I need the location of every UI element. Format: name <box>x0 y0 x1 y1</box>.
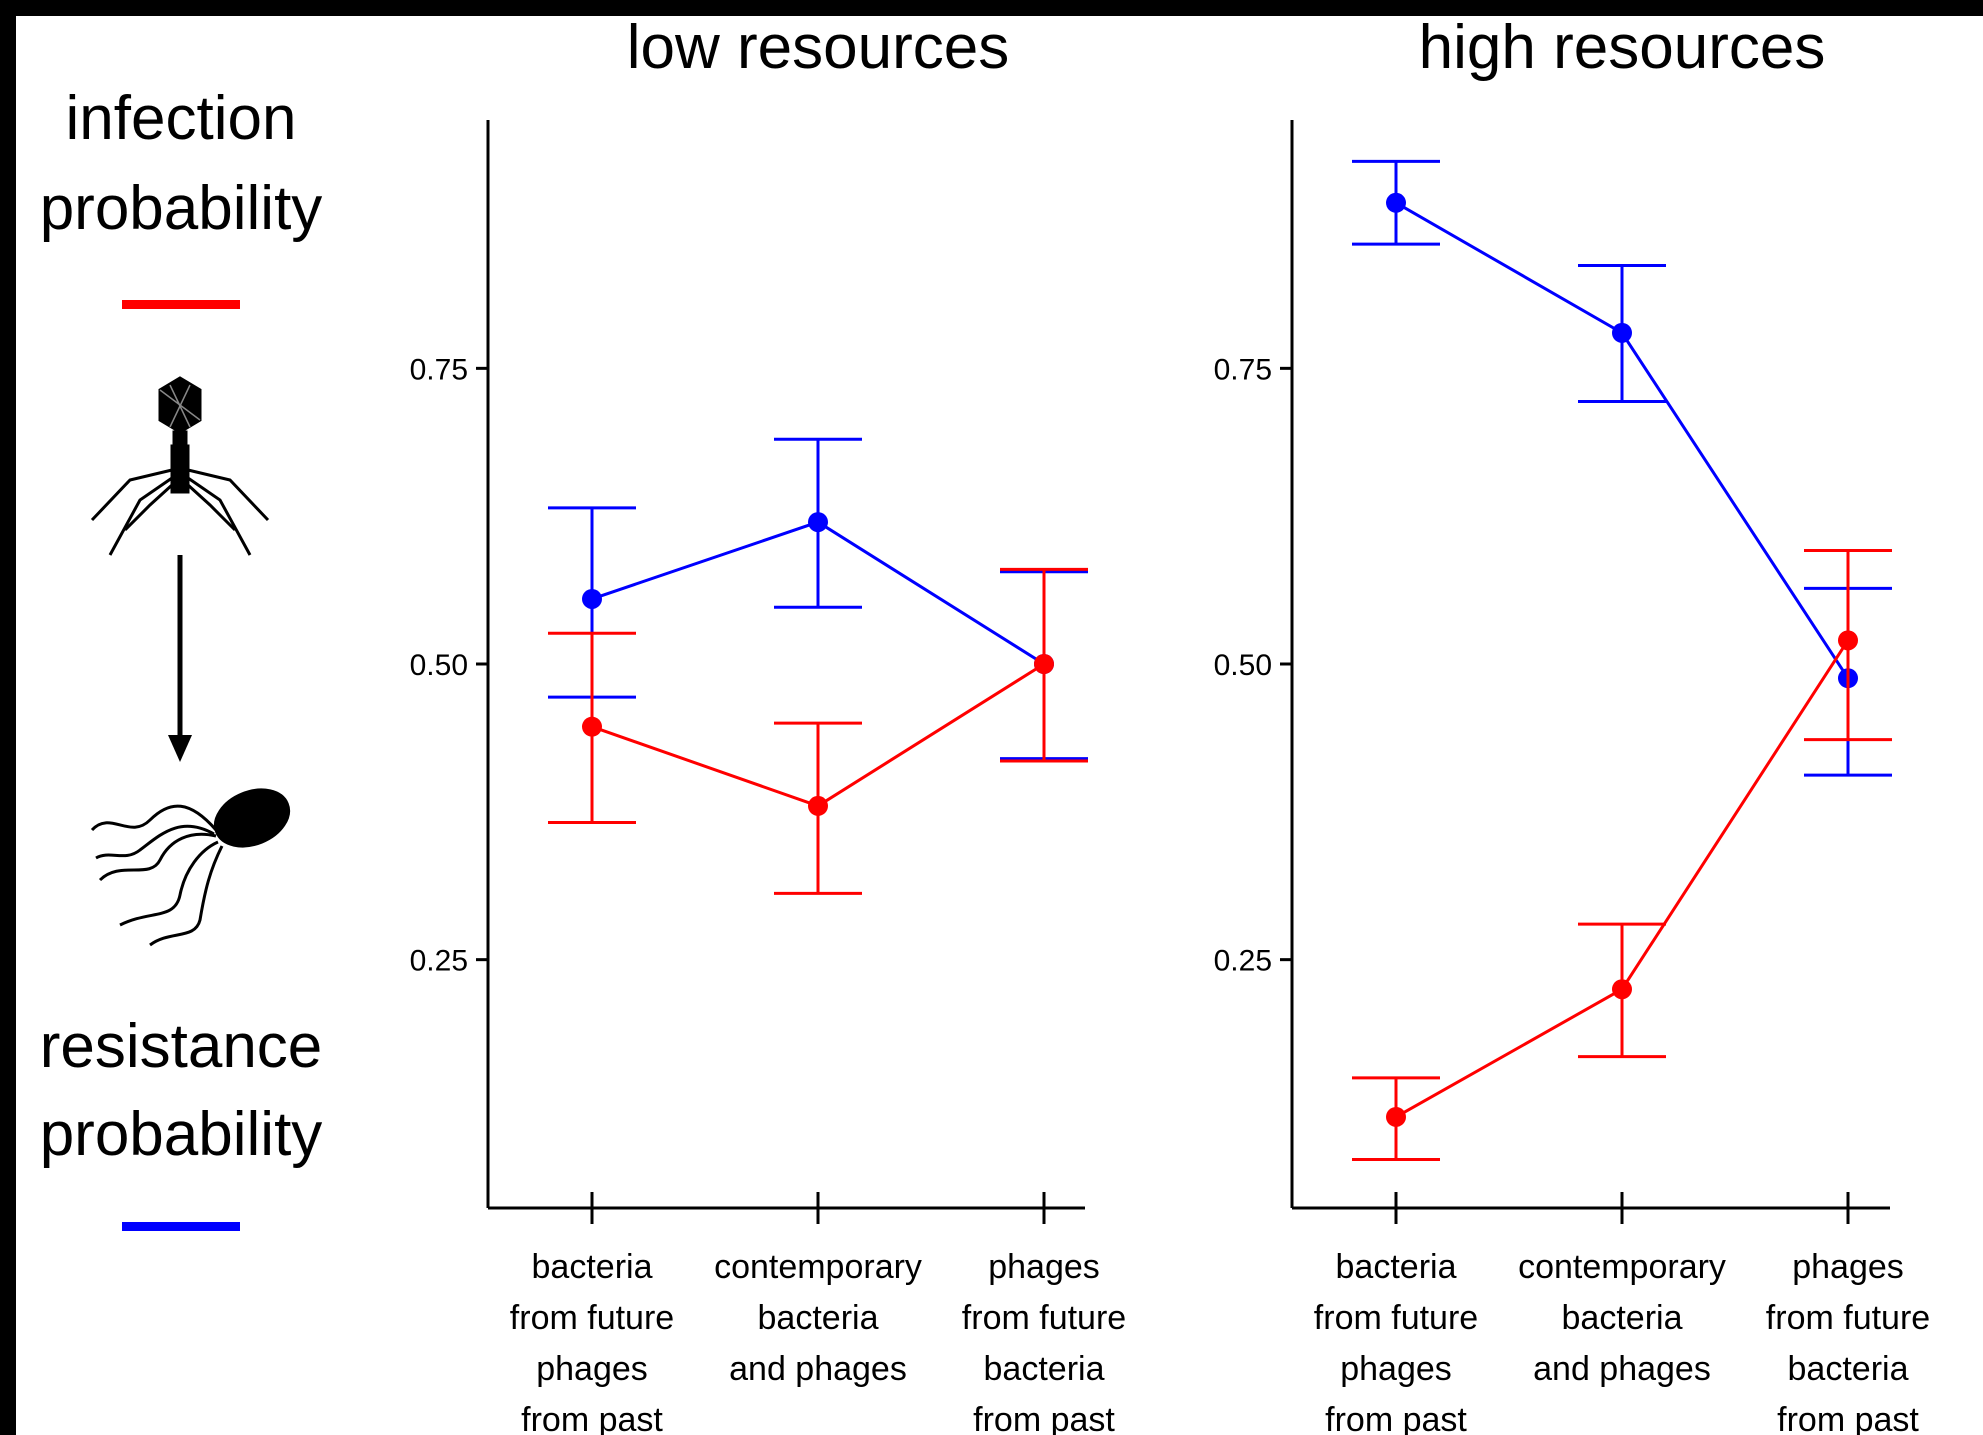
category-label-line: phages <box>1340 1350 1452 1388</box>
resistance-series <box>1352 159 1892 777</box>
resistance-legend-line <box>122 1222 240 1231</box>
category-label-line: bacteria <box>758 1299 879 1337</box>
top-border <box>0 0 1983 16</box>
category-label-line: contemporary <box>1518 1248 1726 1286</box>
category-label-line: bacteria <box>1788 1350 1909 1388</box>
y-tick-label: 0.25 <box>1214 945 1272 978</box>
data-point <box>1386 1106 1406 1127</box>
data-point <box>1838 630 1858 651</box>
category-label-line: contemporary <box>714 1248 922 1286</box>
category-label-line: from past <box>1777 1401 1919 1435</box>
data-point <box>1612 979 1632 1000</box>
data-point <box>582 588 602 609</box>
y-tick-label: 0.25 <box>410 945 468 978</box>
data-point <box>808 795 828 816</box>
phage-icon <box>90 376 270 556</box>
data-point <box>582 716 602 737</box>
resistance-label-line2: probability <box>39 1100 323 1169</box>
down-arrow-icon <box>168 555 192 762</box>
data-point <box>1612 322 1632 343</box>
category-label: bacteria from future phages from past <box>1314 1248 1478 1435</box>
category-label-line: from future <box>1314 1299 1478 1337</box>
panel-low-resources: low resources 0.25 0.50 0.75 bacteria from fu… <box>410 13 1127 1435</box>
category-label: bacteria from future phages from past <box>510 1248 674 1435</box>
data-point <box>1034 654 1054 674</box>
panel-title: low resources <box>627 13 1009 82</box>
category-label-line: and phages <box>729 1350 907 1388</box>
category-label-line: bacteria <box>1336 1248 1457 1286</box>
category-label-line: from future <box>510 1299 674 1337</box>
category-label-line: bacteria <box>984 1350 1105 1388</box>
category-label: phages from future bacteria from past <box>962 1248 1126 1435</box>
infection-series <box>1352 548 1892 1162</box>
category-label: phages from future bacteria from past <box>1766 1248 1930 1435</box>
data-point <box>1386 192 1406 213</box>
category-label-line: phages <box>1792 1248 1904 1286</box>
category-label-line: phages <box>988 1248 1100 1286</box>
left-border <box>0 0 16 1435</box>
category-label-line: from future <box>1766 1299 1930 1337</box>
category-label-line: from past <box>521 1401 663 1435</box>
infection-series <box>548 567 1088 895</box>
category-label-line: and phages <box>1533 1350 1711 1388</box>
panel-high-resources: high resources 0.25 0.50 0.75 bacteria from f… <box>1214 13 1931 1435</box>
category-label-line: bacteria <box>1562 1299 1683 1337</box>
data-point <box>808 512 828 533</box>
resistance-label-line1: resistance <box>39 1012 323 1081</box>
category-label: contemporary bacteria and phages <box>714 1248 922 1388</box>
y-tick-label: 0.50 <box>410 649 468 682</box>
category-label: contemporary bacteria and phages <box>1518 1248 1726 1388</box>
category-label-line: phages <box>536 1350 648 1388</box>
panel-title: high resources <box>1419 13 1826 82</box>
infection-label-line2: probability <box>39 174 323 243</box>
infection-label-line1: infection <box>65 84 297 153</box>
category-label-line: from future <box>962 1299 1126 1337</box>
infection-legend-line <box>122 300 240 309</box>
category-label-line: from past <box>1325 1401 1467 1435</box>
bacterium-icon <box>90 788 291 947</box>
resistance-series <box>548 437 1088 761</box>
category-label-line: from past <box>973 1401 1115 1435</box>
y-tick-label: 0.50 <box>1214 649 1272 682</box>
y-tick-label: 0.75 <box>410 353 468 386</box>
y-tick-label: 0.75 <box>1214 353 1272 386</box>
category-label-line: bacteria <box>532 1248 653 1286</box>
